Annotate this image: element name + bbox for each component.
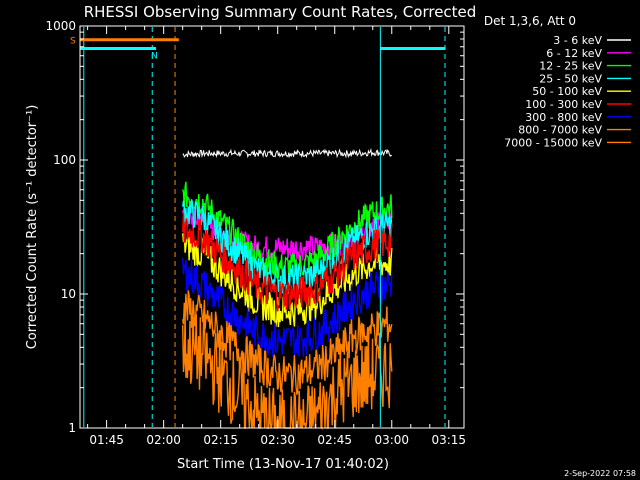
- x-tick-label: 02:15: [203, 433, 238, 447]
- legend-label-9: 7000 - 15000 keV: [504, 136, 602, 149]
- legend-label-8: 800 - 7000 keV: [518, 124, 602, 137]
- axes: 1 10 100 1000 01:45 02:00 02:15 02:30 02:45 03:00…: [45, 19, 466, 447]
- x-tick-label: 03:00: [374, 433, 409, 447]
- legend-label-3: 12 - 25 keV: [539, 60, 602, 73]
- series-line-1: [182, 147, 393, 159]
- plot-frame: [79, 25, 465, 429]
- legend-label-2: 6 - 12 keV: [546, 47, 602, 60]
- legend-label-4: 25 - 50 keV: [539, 72, 602, 85]
- x-tick-label: 02:45: [317, 433, 352, 447]
- x-tick-label: 01:45: [89, 433, 124, 447]
- y-axis-label: Corrected Count Rate (s⁻¹ detector⁻¹): [25, 105, 40, 350]
- y-tick-label: 100: [53, 153, 76, 167]
- x-axis-label: Start Time (13-Nov-17 01:40:02): [177, 457, 389, 472]
- series-line-5: [182, 231, 393, 328]
- series-line-8: [182, 290, 393, 396]
- plot-area: SN: [70, 27, 446, 431]
- legend-label-1: 3 - 6 keV: [553, 34, 602, 47]
- x-tick-label: 02:00: [146, 433, 181, 447]
- y-tick-label: 10: [61, 287, 76, 301]
- flag-label-1: S: [70, 37, 76, 47]
- flag-label-2: N: [151, 51, 158, 61]
- legend-label-6: 100 - 300 keV: [525, 98, 602, 111]
- legend-label-7: 300 - 800 keV: [525, 111, 602, 124]
- timestamp: 2-Sep-2022 07:58: [564, 469, 636, 478]
- series-line-6: [182, 213, 393, 312]
- x-tick-label: 02:30: [260, 433, 295, 447]
- legend-header: Det 1,3,6, Att 0: [484, 14, 576, 28]
- chart-title: RHESSI Observing Summary Count Rates, Co…: [84, 3, 477, 21]
- legend-label-5: 50 - 100 keV: [532, 85, 602, 98]
- x-tick-label: 03:15: [431, 433, 466, 447]
- series-line-7: [182, 258, 393, 359]
- y-tick-label: 1: [68, 421, 76, 435]
- y-tick-label: 1000: [45, 19, 76, 33]
